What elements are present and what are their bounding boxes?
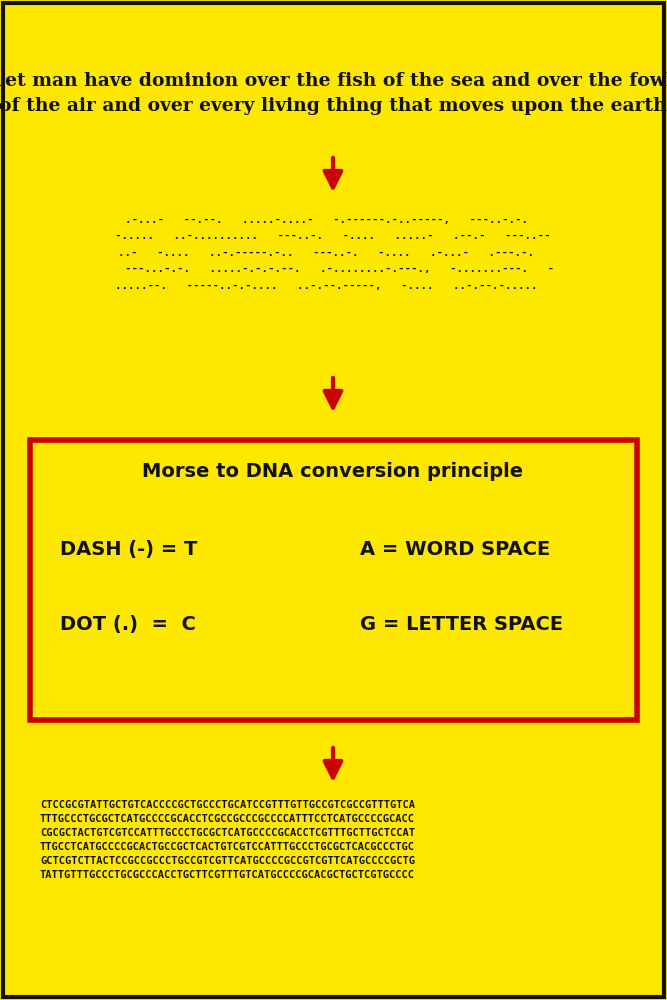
Text: CTCCGCGTATTGCTGTCACCCCGCTGCCCTGCATCCGTTTGTTGCCGTCGCCGTTTGTCA
TTTGCCCTGCGCTCATGCC: CTCCGCGTATTGCTGTCACCCCGCTGCCCTGCATCCGTTT… bbox=[40, 800, 415, 880]
Text: DASH (-) = T: DASH (-) = T bbox=[60, 540, 197, 559]
Text: Let man have dominion over the fish of the sea and over the fowl
of the air and : Let man have dominion over the fish of t… bbox=[0, 72, 667, 115]
Text: Morse to DNA conversion principle: Morse to DNA conversion principle bbox=[143, 462, 524, 481]
Text: A = WORD SPACE: A = WORD SPACE bbox=[360, 540, 550, 559]
Text: G = LETTER SPACE: G = LETTER SPACE bbox=[360, 615, 563, 634]
Text: .-...-   --.--.   .....-....-   -.------.-..-----,   ---..-.-.  
-.....   ..-...: .-...- --.--. .....-....- -.------.-..--… bbox=[112, 215, 554, 291]
Bar bbox=[30, 440, 637, 720]
Text: DOT (.)  =  C: DOT (.) = C bbox=[60, 615, 196, 634]
